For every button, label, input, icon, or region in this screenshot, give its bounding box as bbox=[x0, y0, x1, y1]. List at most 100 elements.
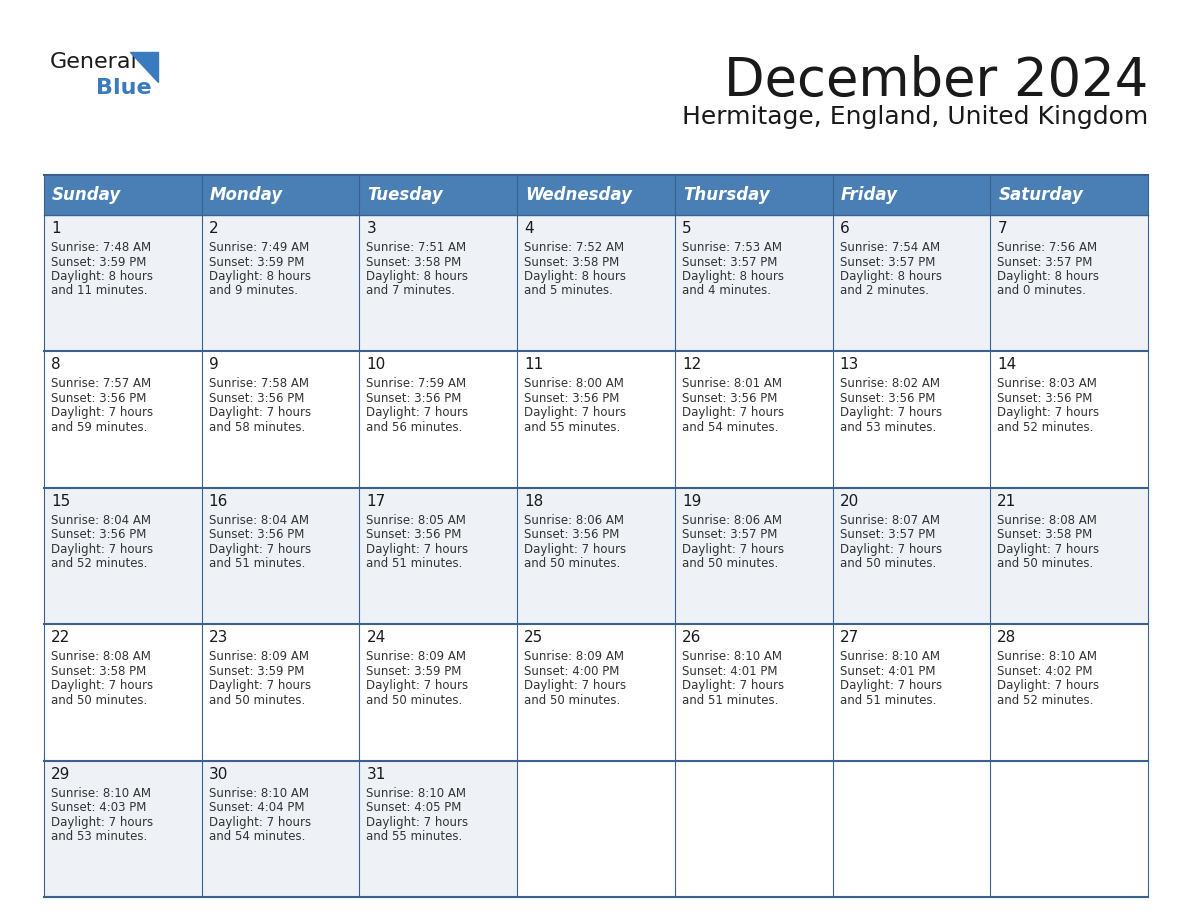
Text: and 52 minutes.: and 52 minutes. bbox=[997, 420, 1094, 434]
Text: 27: 27 bbox=[840, 630, 859, 645]
Text: Daylight: 7 hours: Daylight: 7 hours bbox=[524, 407, 626, 420]
Text: and 55 minutes.: and 55 minutes. bbox=[524, 420, 620, 434]
Text: Sunrise: 8:04 AM: Sunrise: 8:04 AM bbox=[51, 514, 151, 527]
Text: Sunrise: 7:51 AM: Sunrise: 7:51 AM bbox=[366, 241, 467, 254]
Text: Daylight: 7 hours: Daylight: 7 hours bbox=[209, 407, 311, 420]
Text: and 51 minutes.: and 51 minutes. bbox=[840, 694, 936, 707]
Bar bbox=[202, 215, 360, 352]
Text: 25: 25 bbox=[524, 630, 543, 645]
Text: and 0 minutes.: and 0 minutes. bbox=[997, 285, 1086, 297]
Bar bbox=[991, 352, 1148, 487]
Text: Hermitage, England, United Kingdom: Hermitage, England, United Kingdom bbox=[682, 105, 1148, 129]
Text: 26: 26 bbox=[682, 630, 701, 645]
Text: Sunset: 3:56 PM: Sunset: 3:56 PM bbox=[524, 392, 619, 405]
Text: 2: 2 bbox=[209, 221, 219, 236]
Text: Sunset: 3:56 PM: Sunset: 3:56 PM bbox=[840, 392, 935, 405]
Text: Sunrise: 7:53 AM: Sunrise: 7:53 AM bbox=[682, 241, 782, 254]
Bar bbox=[44, 352, 202, 487]
Text: Daylight: 7 hours: Daylight: 7 hours bbox=[997, 543, 1099, 555]
Bar bbox=[360, 624, 517, 761]
Text: Sunrise: 8:10 AM: Sunrise: 8:10 AM bbox=[51, 787, 151, 800]
Text: 4: 4 bbox=[524, 221, 533, 236]
Bar bbox=[517, 352, 675, 487]
Text: 24: 24 bbox=[366, 630, 386, 645]
Text: Sunset: 3:57 PM: Sunset: 3:57 PM bbox=[840, 528, 935, 542]
Text: Sunrise: 8:02 AM: Sunrise: 8:02 AM bbox=[840, 377, 940, 390]
Text: Sunrise: 8:09 AM: Sunrise: 8:09 AM bbox=[524, 650, 624, 663]
Text: and 51 minutes.: and 51 minutes. bbox=[682, 694, 778, 707]
Bar bbox=[833, 352, 991, 487]
Bar bbox=[833, 487, 991, 624]
Text: Daylight: 8 hours: Daylight: 8 hours bbox=[840, 270, 942, 283]
Text: Sunrise: 7:57 AM: Sunrise: 7:57 AM bbox=[51, 377, 151, 390]
Bar bbox=[991, 175, 1148, 215]
Bar bbox=[202, 487, 360, 624]
Text: and 56 minutes.: and 56 minutes. bbox=[366, 420, 463, 434]
Bar bbox=[44, 175, 202, 215]
Text: and 51 minutes.: and 51 minutes. bbox=[209, 557, 305, 570]
Text: 18: 18 bbox=[524, 494, 543, 509]
Text: 17: 17 bbox=[366, 494, 386, 509]
Text: and 50 minutes.: and 50 minutes. bbox=[524, 694, 620, 707]
Text: Daylight: 7 hours: Daylight: 7 hours bbox=[840, 407, 942, 420]
Text: Daylight: 7 hours: Daylight: 7 hours bbox=[51, 543, 153, 555]
Text: and 52 minutes.: and 52 minutes. bbox=[51, 557, 147, 570]
Text: and 53 minutes.: and 53 minutes. bbox=[840, 420, 936, 434]
Text: Friday: Friday bbox=[841, 186, 898, 204]
Text: Sunset: 4:04 PM: Sunset: 4:04 PM bbox=[209, 801, 304, 814]
Text: 28: 28 bbox=[997, 630, 1017, 645]
Text: 19: 19 bbox=[682, 494, 701, 509]
Bar bbox=[675, 487, 833, 624]
Text: Daylight: 8 hours: Daylight: 8 hours bbox=[51, 270, 153, 283]
Text: 12: 12 bbox=[682, 357, 701, 373]
Text: Sunset: 3:57 PM: Sunset: 3:57 PM bbox=[682, 255, 777, 268]
Text: Daylight: 7 hours: Daylight: 7 hours bbox=[682, 543, 784, 555]
Text: Sunrise: 8:10 AM: Sunrise: 8:10 AM bbox=[366, 787, 467, 800]
Text: Daylight: 7 hours: Daylight: 7 hours bbox=[209, 679, 311, 692]
Text: Sunrise: 8:05 AM: Sunrise: 8:05 AM bbox=[366, 514, 467, 527]
Text: Sunset: 3:56 PM: Sunset: 3:56 PM bbox=[209, 392, 304, 405]
Text: and 50 minutes.: and 50 minutes. bbox=[840, 557, 936, 570]
Text: Sunrise: 7:56 AM: Sunrise: 7:56 AM bbox=[997, 241, 1098, 254]
Text: 22: 22 bbox=[51, 630, 70, 645]
Bar bbox=[202, 352, 360, 487]
Text: Sunset: 4:01 PM: Sunset: 4:01 PM bbox=[840, 665, 935, 677]
Text: and 59 minutes.: and 59 minutes. bbox=[51, 420, 147, 434]
Text: Tuesday: Tuesday bbox=[367, 186, 443, 204]
Text: Daylight: 8 hours: Daylight: 8 hours bbox=[682, 270, 784, 283]
Text: Daylight: 7 hours: Daylight: 7 hours bbox=[366, 407, 468, 420]
Text: Sunset: 4:01 PM: Sunset: 4:01 PM bbox=[682, 665, 777, 677]
Text: 5: 5 bbox=[682, 221, 691, 236]
Bar bbox=[517, 487, 675, 624]
Text: Sunrise: 8:06 AM: Sunrise: 8:06 AM bbox=[682, 514, 782, 527]
Text: Sunset: 3:59 PM: Sunset: 3:59 PM bbox=[51, 255, 146, 268]
Text: 15: 15 bbox=[51, 494, 70, 509]
Text: Daylight: 7 hours: Daylight: 7 hours bbox=[997, 407, 1099, 420]
Text: Sunset: 3:56 PM: Sunset: 3:56 PM bbox=[366, 528, 462, 542]
Text: Daylight: 7 hours: Daylight: 7 hours bbox=[682, 407, 784, 420]
Text: 31: 31 bbox=[366, 767, 386, 781]
Text: Daylight: 7 hours: Daylight: 7 hours bbox=[51, 679, 153, 692]
Text: 7: 7 bbox=[997, 221, 1007, 236]
Text: Sunset: 4:00 PM: Sunset: 4:00 PM bbox=[524, 665, 619, 677]
Text: Sunrise: 8:09 AM: Sunrise: 8:09 AM bbox=[366, 650, 467, 663]
Text: Daylight: 8 hours: Daylight: 8 hours bbox=[524, 270, 626, 283]
Text: December 2024: December 2024 bbox=[723, 55, 1148, 107]
Text: Sunrise: 8:07 AM: Sunrise: 8:07 AM bbox=[840, 514, 940, 527]
Text: Sunrise: 7:48 AM: Sunrise: 7:48 AM bbox=[51, 241, 151, 254]
Text: 11: 11 bbox=[524, 357, 543, 373]
Text: Sunset: 3:57 PM: Sunset: 3:57 PM bbox=[840, 255, 935, 268]
Text: Sunday: Sunday bbox=[52, 186, 121, 204]
Text: Sunset: 3:58 PM: Sunset: 3:58 PM bbox=[51, 665, 146, 677]
Text: Sunrise: 7:52 AM: Sunrise: 7:52 AM bbox=[524, 241, 624, 254]
Text: and 54 minutes.: and 54 minutes. bbox=[682, 420, 778, 434]
Text: 20: 20 bbox=[840, 494, 859, 509]
Bar bbox=[517, 624, 675, 761]
Text: Saturday: Saturday bbox=[998, 186, 1083, 204]
Text: and 50 minutes.: and 50 minutes. bbox=[524, 557, 620, 570]
Text: Sunset: 3:56 PM: Sunset: 3:56 PM bbox=[209, 528, 304, 542]
Text: Sunset: 3:57 PM: Sunset: 3:57 PM bbox=[682, 528, 777, 542]
Text: and 9 minutes.: and 9 minutes. bbox=[209, 285, 298, 297]
Bar bbox=[360, 175, 517, 215]
Text: and 2 minutes.: and 2 minutes. bbox=[840, 285, 929, 297]
